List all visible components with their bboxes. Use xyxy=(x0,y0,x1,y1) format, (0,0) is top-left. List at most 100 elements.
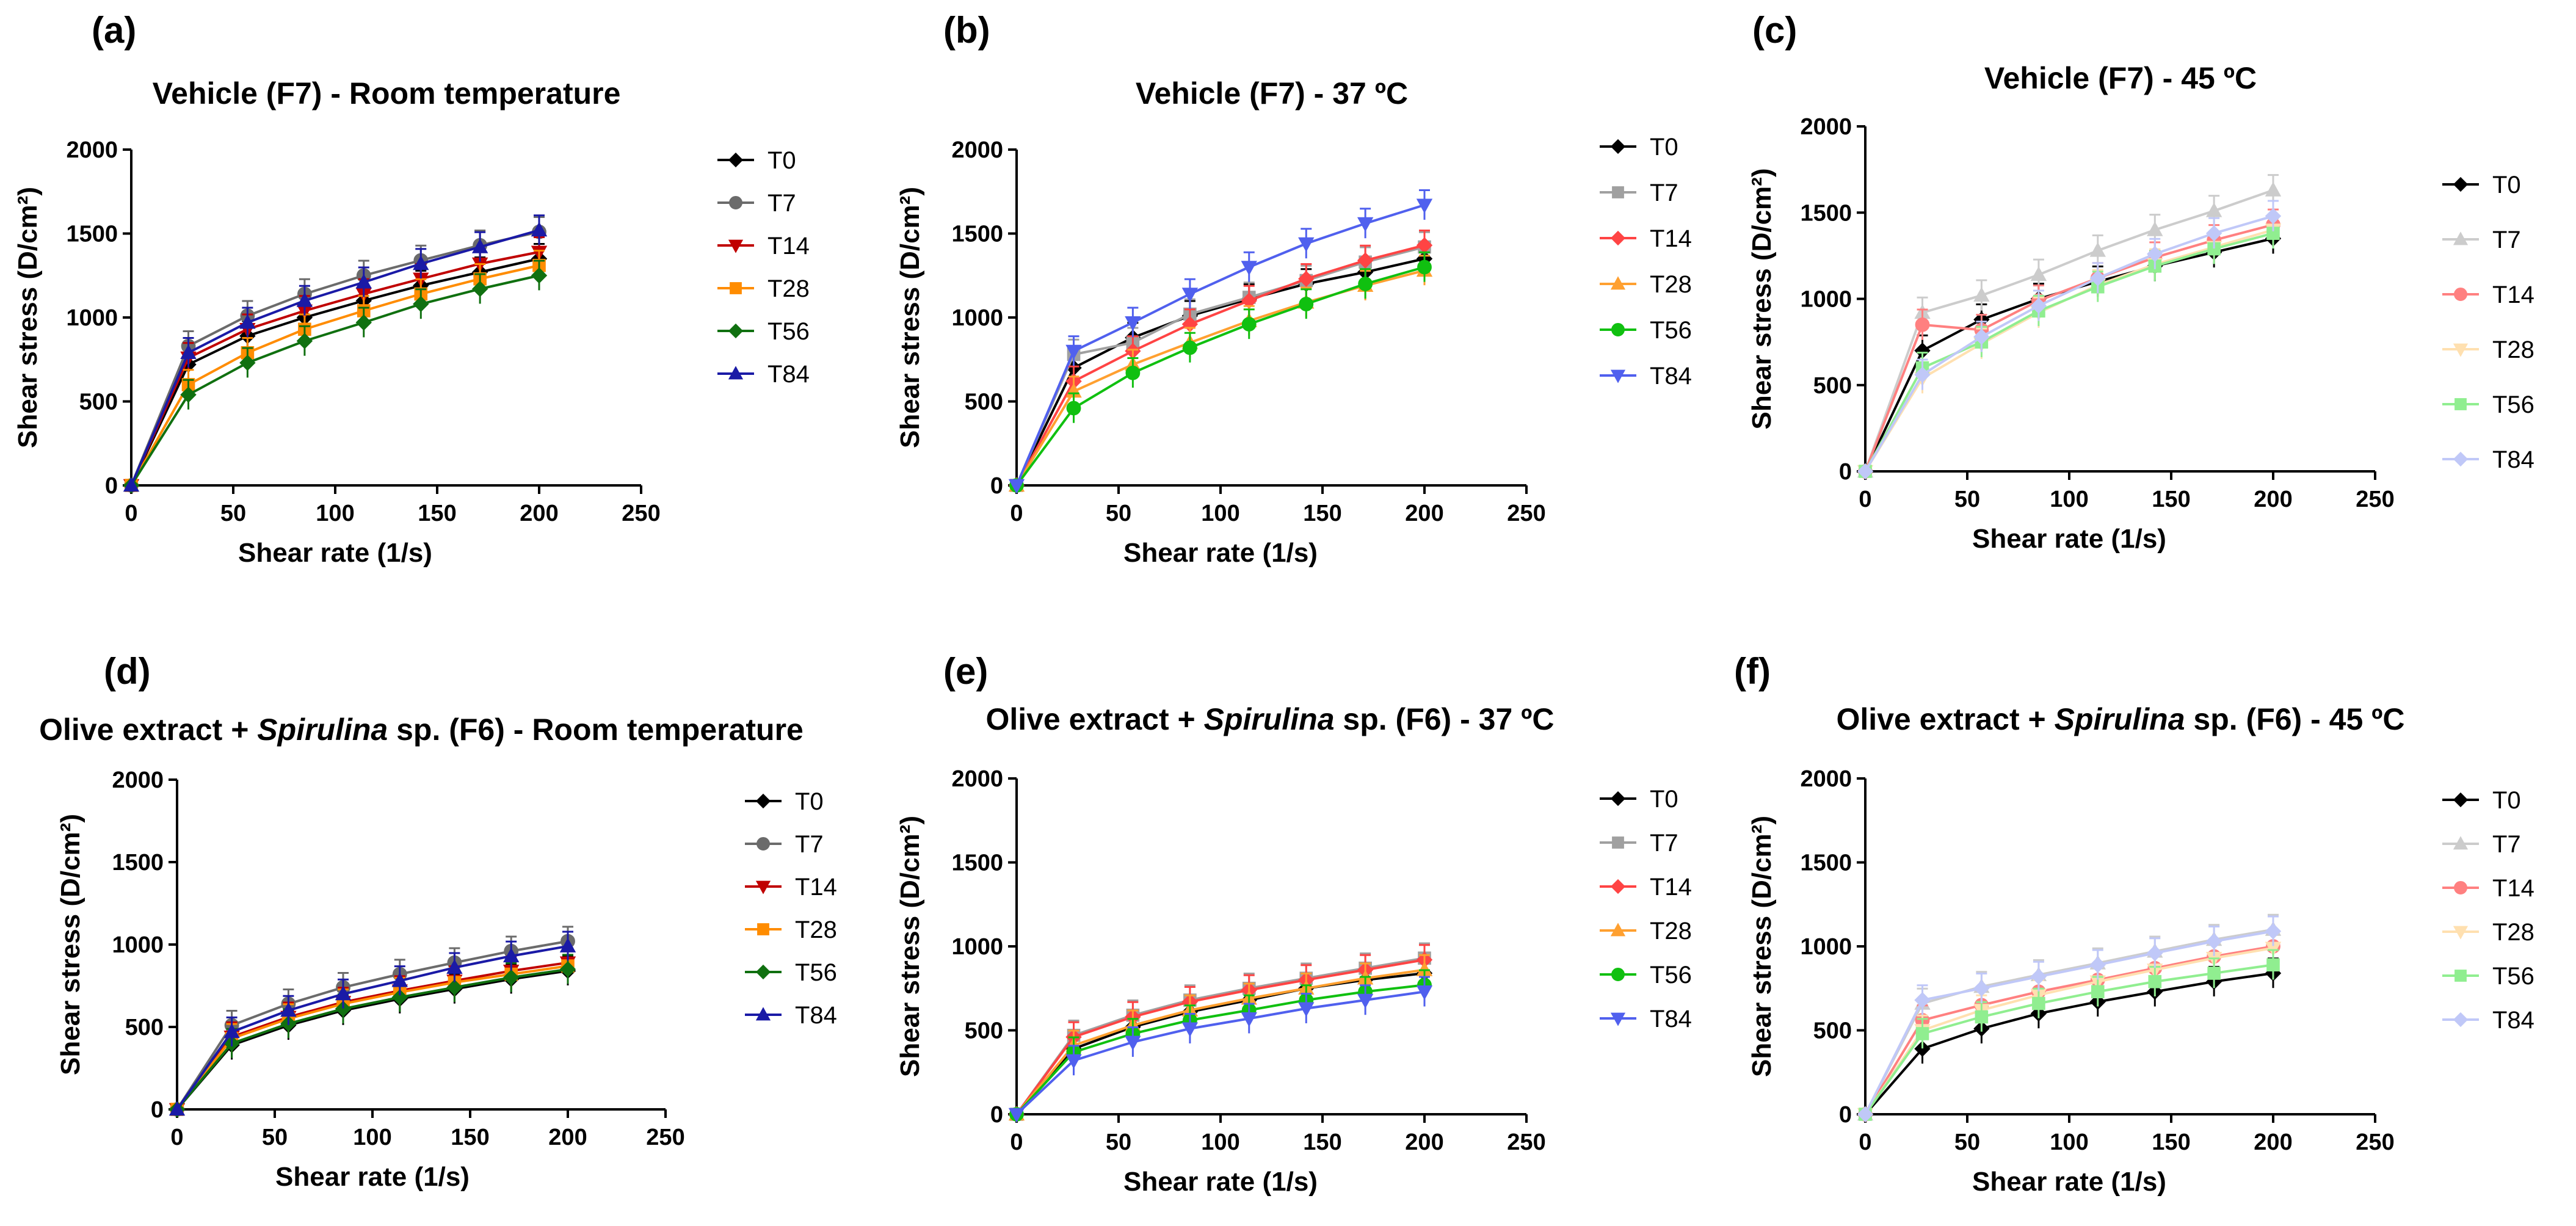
legend-label: T14 xyxy=(2492,281,2534,308)
chart-title-part: Spirulina xyxy=(1204,702,1335,736)
series-line xyxy=(1015,203,1425,486)
data-point xyxy=(296,333,313,349)
legend-marker xyxy=(2453,836,2469,850)
series-line xyxy=(1864,946,2274,1115)
legend-label: T28 xyxy=(1650,271,1692,298)
data-point xyxy=(1008,1108,1025,1123)
y-tick-label: 1500 xyxy=(1800,200,1852,226)
series-line xyxy=(1015,959,1425,1115)
series-t56 xyxy=(123,259,548,494)
y-tick-label: 1500 xyxy=(1800,851,1852,876)
chart-title-part: Vehicle (F7) - 37 ºC xyxy=(1136,76,1408,111)
chart-title: Olive extract + Spirulina sp. (F6) - 45 … xyxy=(1836,702,2404,736)
data-point xyxy=(223,1023,240,1039)
data-point xyxy=(1357,252,1374,269)
legend-marker xyxy=(2453,926,2469,940)
data-point xyxy=(2207,242,2221,256)
data-point xyxy=(559,937,576,952)
x-tick-label: 150 xyxy=(1303,1130,1341,1155)
legend-label: T56 xyxy=(1650,317,1692,344)
series-line xyxy=(1015,990,1425,1115)
legend-marker xyxy=(728,239,744,253)
data-point xyxy=(2030,297,2047,314)
panel-e: (e) Olive extract + Spirulina sp. (F6) - … xyxy=(895,651,1692,1197)
legend-marker xyxy=(730,282,742,294)
legend-label: T56 xyxy=(2492,391,2534,418)
data-point xyxy=(2147,221,2163,236)
legend-label: T28 xyxy=(767,275,810,302)
legend-label: T0 xyxy=(767,147,796,174)
data-point xyxy=(239,314,256,329)
series-line xyxy=(1864,189,2274,472)
legend-label: T14 xyxy=(767,233,810,259)
legend-label: T7 xyxy=(767,190,796,217)
data-point xyxy=(1857,1106,1874,1123)
legend-marker xyxy=(1611,323,1625,336)
legend-label: T0 xyxy=(1650,786,1678,813)
panel-d: (d) Olive extract + Spirulina sp. (F6) - … xyxy=(39,651,837,1192)
legend-marker xyxy=(2453,1012,2469,1028)
legend-label: T7 xyxy=(2492,831,2521,858)
legend-label: T56 xyxy=(795,959,837,986)
data-point xyxy=(503,948,520,963)
data-point xyxy=(2091,985,2105,999)
chart-title-part: Olive extract + xyxy=(39,713,257,747)
legend-marker xyxy=(2454,881,2467,894)
panel-letter: (b) xyxy=(943,10,990,51)
legend-marker xyxy=(2453,231,2469,245)
data-point xyxy=(1183,340,1197,355)
x-axis-label: Shear rate (1/s) xyxy=(1123,1167,1318,1197)
panel-c: (c) Vehicle (F7) - 45 ºC 0 50 100 150 200 250 0 5… xyxy=(1747,10,2534,554)
y-tick-label: 1500 xyxy=(951,851,1003,876)
legend-label: T0 xyxy=(795,788,824,815)
x-tick-label: 50 xyxy=(262,1125,288,1150)
legend-label: T0 xyxy=(2492,787,2521,814)
x-tick-label: 250 xyxy=(646,1125,684,1150)
y-tick-label: 1500 xyxy=(112,850,164,876)
data-point xyxy=(335,1001,352,1017)
legend-label: T7 xyxy=(2492,227,2521,253)
data-point xyxy=(1298,1002,1315,1017)
x-tick-label: 100 xyxy=(316,501,354,526)
x-tick-label: 250 xyxy=(2356,487,2394,512)
series-t0 xyxy=(1857,957,2282,1123)
data-point xyxy=(1008,479,1025,494)
legend-marker xyxy=(728,152,744,168)
data-point xyxy=(1857,463,1874,480)
series-line xyxy=(1864,928,2274,1115)
chart-title: Vehicle (F7) - Room temperature xyxy=(153,76,621,111)
data-point xyxy=(2205,202,2222,217)
series-line xyxy=(130,250,540,486)
legend-marker xyxy=(1612,836,1624,849)
series-line xyxy=(1015,266,1425,487)
x-tick-label: 150 xyxy=(1303,501,1341,526)
legend-marker xyxy=(1610,923,1626,937)
y-axis-label: Shear stress (D/cm²) xyxy=(1747,169,1777,430)
series-line xyxy=(1015,968,1425,1115)
data-point xyxy=(1298,237,1315,252)
x-tick-label: 0 xyxy=(170,1125,183,1150)
y-tick-label: 2000 xyxy=(1800,766,1852,792)
x-tick-label: 50 xyxy=(220,501,246,526)
series-line xyxy=(130,274,540,487)
series-line xyxy=(1015,245,1425,486)
data-point xyxy=(1973,328,1990,345)
x-tick-label: 50 xyxy=(1954,487,1980,512)
y-tick-label: 500 xyxy=(125,1015,164,1040)
legend-marker xyxy=(2454,970,2467,982)
y-tick-label: 500 xyxy=(79,390,118,415)
x-tick-label: 200 xyxy=(2254,1130,2292,1155)
y-axis-label: Shear stress (D/cm²) xyxy=(13,187,43,448)
y-tick-label: 2000 xyxy=(951,137,1003,163)
series-t56 xyxy=(1859,949,2280,1121)
legend-marker xyxy=(729,196,742,209)
data-point xyxy=(1416,198,1433,214)
data-point xyxy=(1914,343,1931,359)
chart-title-part: Vehicle (F7) - Room temperature xyxy=(153,76,621,111)
series-t56 xyxy=(1009,251,1432,493)
legend-marker xyxy=(2453,176,2469,192)
series-line xyxy=(130,229,540,486)
data-point xyxy=(239,355,256,371)
y-tick-label: 500 xyxy=(1813,373,1852,399)
legend-label: T7 xyxy=(795,831,824,858)
